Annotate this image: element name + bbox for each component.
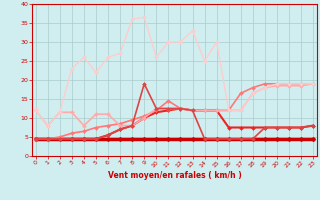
X-axis label: Vent moyen/en rafales ( km/h ): Vent moyen/en rafales ( km/h ) xyxy=(108,171,241,180)
